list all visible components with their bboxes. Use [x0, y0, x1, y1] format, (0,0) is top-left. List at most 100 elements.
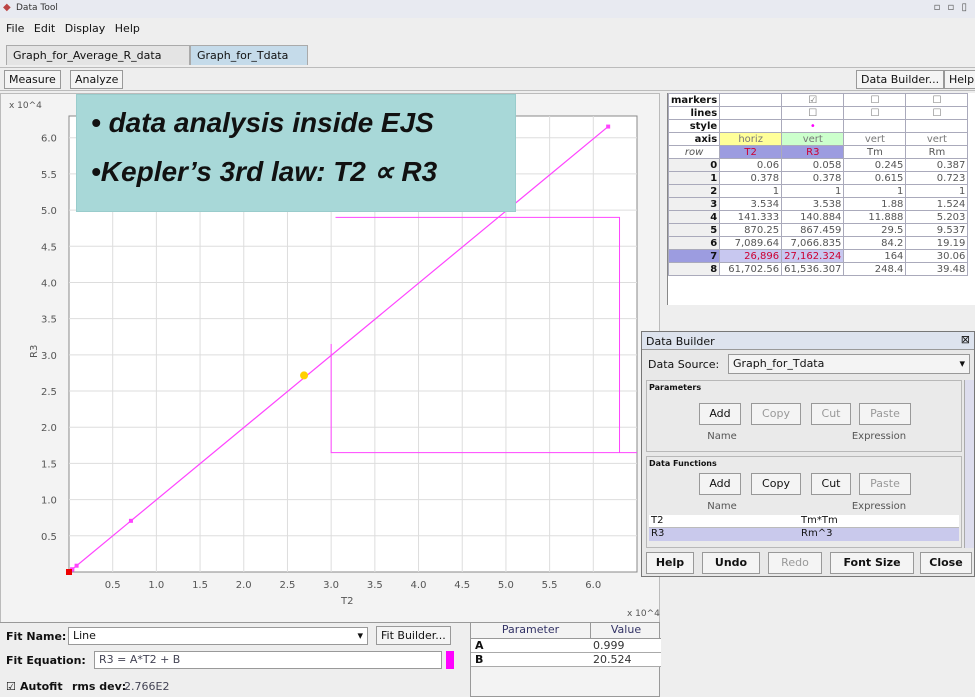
func-add-button[interactable]: Add [699, 473, 741, 495]
close-button[interactable]: Close [920, 552, 972, 574]
meta-cell[interactable]: • [781, 119, 845, 133]
param-row[interactable]: B 20.524 [471, 653, 661, 667]
meta-cell[interactable]: vert [905, 132, 969, 146]
table-cell[interactable]: 11.888 [843, 210, 907, 224]
param-add-button[interactable]: Add [699, 403, 741, 425]
table-cell[interactable]: 0.245 [843, 158, 907, 172]
data-table[interactable]: markers ☑ ☐ ☐ lines ☐ ☐ ☐ style • axis horiz vert ver… [667, 93, 975, 305]
table-cell[interactable]: 3 [667, 197, 721, 211]
meta-cell[interactable]: ☐ [905, 106, 969, 120]
meta-cell[interactable] [719, 119, 783, 133]
fit-equation-field[interactable]: R3 = A*T2 + B [94, 651, 442, 669]
table-cell[interactable]: 0.378 [719, 171, 783, 185]
table-cell[interactable]: 84.2 [843, 236, 907, 250]
meta-cell[interactable]: vert [843, 132, 907, 146]
table-cell[interactable]: 870.25 [719, 223, 783, 237]
func-paste-button[interactable]: Paste [859, 473, 911, 495]
font-size-button[interactable]: Font Size [830, 552, 914, 574]
table-cell[interactable]: 0.723 [905, 171, 969, 185]
param-copy-button[interactable]: Copy [751, 403, 801, 425]
table-cell[interactable]: 867.459 [781, 223, 845, 237]
meta-cell[interactable] [843, 119, 907, 133]
table-cell[interactable]: 1 [719, 184, 783, 198]
data-source-select[interactable]: Graph_for_Tdata ▾ [728, 354, 970, 374]
table-cell[interactable]: 30.06 [905, 249, 969, 263]
table-cell[interactable]: 4 [667, 210, 721, 224]
table-cell[interactable]: 7,066.835 [781, 236, 845, 250]
menu-edit[interactable]: Edit [33, 22, 56, 35]
meta-cell[interactable]: ☑ [781, 93, 845, 107]
meta-cell[interactable]: vert [781, 132, 845, 146]
table-cell[interactable]: 29.5 [843, 223, 907, 237]
param-paste-button[interactable]: Paste [859, 403, 911, 425]
analyze-button[interactable]: Analyze [70, 70, 124, 89]
func-cut-button[interactable]: Cut [811, 473, 851, 495]
meta-cell[interactable] [719, 93, 783, 107]
table-cell[interactable]: 19.19 [905, 236, 969, 250]
function-row-selected[interactable]: R3 Rm^3 [649, 528, 959, 541]
menu-help[interactable]: Help [114, 22, 140, 35]
table-cell[interactable]: 0.378 [781, 171, 845, 185]
table-cell[interactable]: 0.06 [719, 158, 783, 172]
window-controls[interactable]: ▫ ▫ ▯ [933, 2, 969, 13]
redo-button[interactable]: Redo [768, 552, 822, 574]
close-icon[interactable]: ⊠ [960, 333, 970, 346]
table-cell[interactable]: 27,162.324 [781, 249, 845, 263]
table-cell[interactable]: 0 [667, 158, 721, 172]
fit-name-select[interactable]: Line ▾ [68, 627, 368, 645]
column-header[interactable]: T2 [719, 145, 783, 159]
table-cell[interactable]: 1 [843, 184, 907, 198]
table-cell[interactable]: 164 [843, 249, 907, 263]
measure-button[interactable]: Measure [4, 70, 61, 89]
dialog-scrollbar[interactable] [964, 380, 974, 548]
table-cell[interactable]: 7 [667, 249, 721, 263]
table-cell[interactable]: 0.387 [905, 158, 969, 172]
meta-cell[interactable] [905, 119, 969, 133]
tab-graph-tdata[interactable]: Graph_for_Tdata [190, 45, 308, 65]
table-cell[interactable]: 26,896 [719, 249, 783, 263]
table-cell[interactable]: 61,702.56 [719, 262, 783, 276]
func-copy-button[interactable]: Copy [751, 473, 801, 495]
table-cell[interactable]: 3.534 [719, 197, 783, 211]
column-header[interactable]: row [667, 145, 721, 159]
fit-color-swatch[interactable] [446, 651, 454, 669]
column-header[interactable]: R3 [781, 145, 845, 159]
table-cell[interactable]: 7,089.64 [719, 236, 783, 250]
help-button[interactable]: Help [944, 70, 975, 89]
undo-button[interactable]: Undo [702, 552, 760, 574]
meta-cell[interactable] [719, 106, 783, 120]
table-cell[interactable]: 9.537 [905, 223, 969, 237]
menu-display[interactable]: Display [64, 22, 106, 35]
table-cell[interactable]: 140.884 [781, 210, 845, 224]
table-cell[interactable]: 6 [667, 236, 721, 250]
table-cell[interactable]: 0.058 [781, 158, 845, 172]
table-cell[interactable]: 61,536.307 [781, 262, 845, 276]
table-cell[interactable]: 1.88 [843, 197, 907, 211]
tab-graph-average-r[interactable]: Graph_for_Average_R_data [6, 45, 190, 65]
table-cell[interactable]: 8 [667, 262, 721, 276]
meta-cell[interactable]: ☐ [843, 106, 907, 120]
table-cell[interactable]: 0.615 [843, 171, 907, 185]
table-cell[interactable]: 1 [667, 171, 721, 185]
table-cell[interactable]: 3.538 [781, 197, 845, 211]
table-cell[interactable]: 39.48 [905, 262, 969, 276]
table-cell[interactable]: 141.333 [719, 210, 783, 224]
meta-cell[interactable]: ☐ [843, 93, 907, 107]
table-cell[interactable]: 5.203 [905, 210, 969, 224]
table-cell[interactable]: 1 [781, 184, 845, 198]
meta-cell[interactable]: horiz [719, 132, 783, 146]
param-row[interactable]: A 0.999 [471, 639, 661, 653]
table-cell[interactable]: 5 [667, 223, 721, 237]
param-cut-button[interactable]: Cut [811, 403, 851, 425]
column-header[interactable]: Tm [843, 145, 907, 159]
autofit-checkbox[interactable]: ☑ [6, 680, 16, 693]
function-row[interactable]: T2 Tm*Tm [649, 515, 959, 528]
menu-file[interactable]: File [6, 22, 25, 35]
meta-cell[interactable]: ☐ [781, 106, 845, 120]
table-cell[interactable]: 248.4 [843, 262, 907, 276]
builder-help-button[interactable]: Help [646, 552, 694, 574]
table-cell[interactable]: 2 [667, 184, 721, 198]
meta-cell[interactable]: ☐ [905, 93, 969, 107]
data-builder-button[interactable]: Data Builder... [856, 70, 945, 89]
fit-builder-button[interactable]: Fit Builder... [376, 626, 451, 645]
